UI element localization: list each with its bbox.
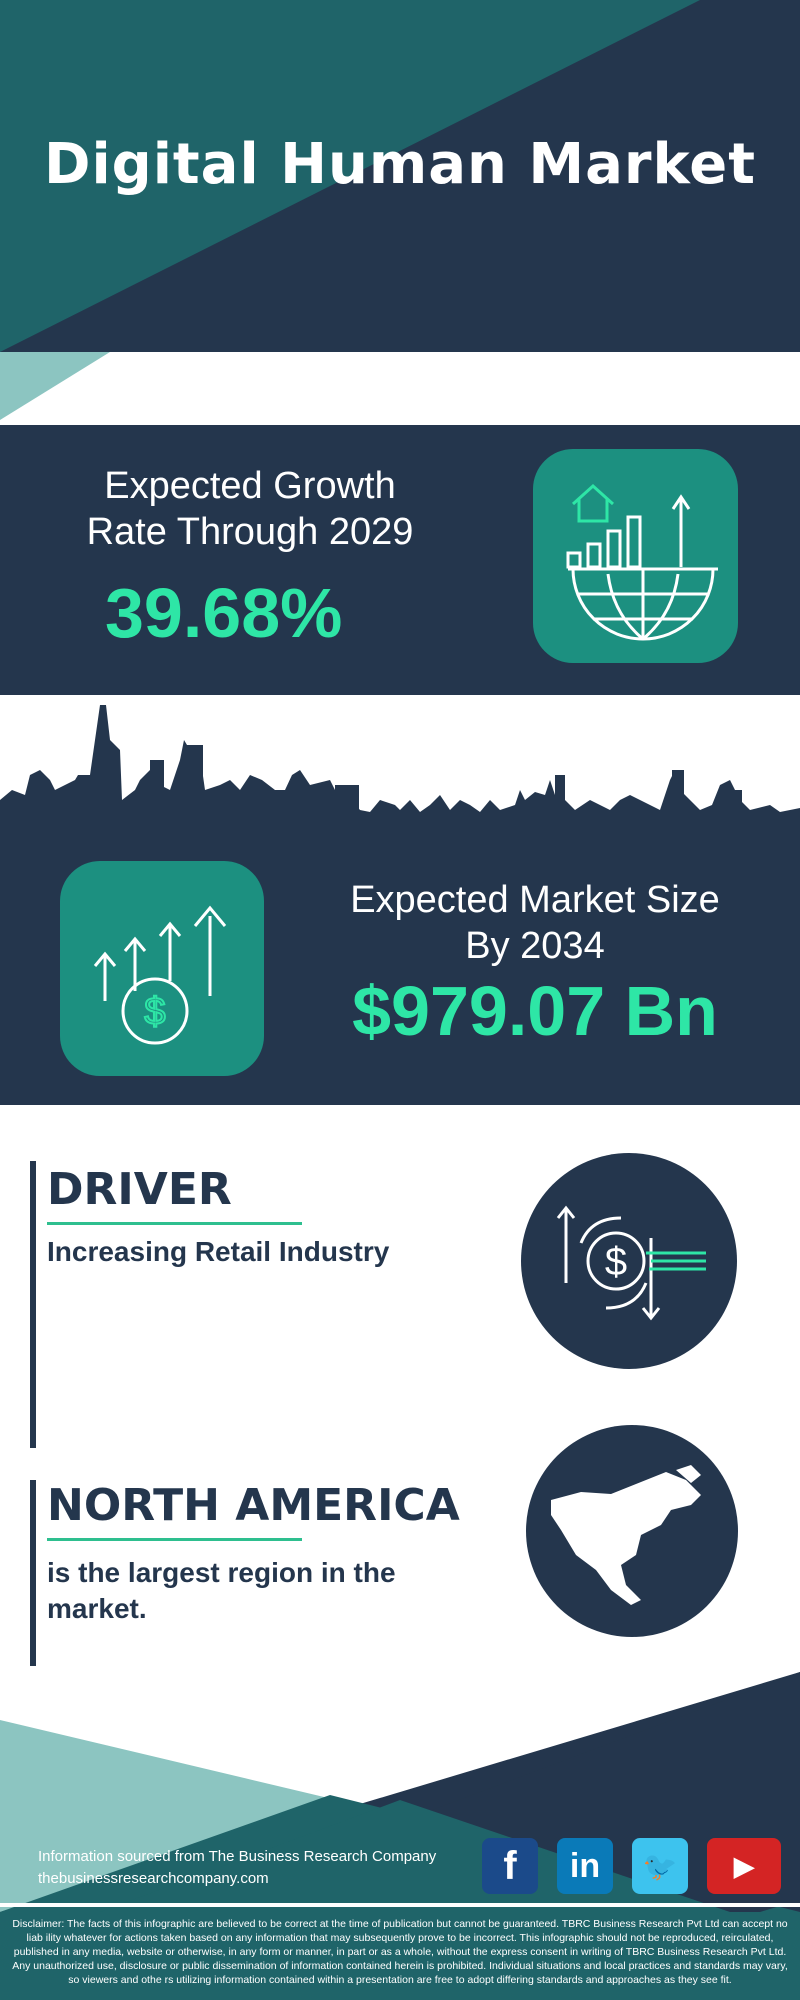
driver-bar: [30, 1161, 36, 1448]
footer-source: Information sourced from The Business Re…: [38, 1846, 436, 1890]
youtube-icon[interactable]: ▶: [707, 1838, 781, 1894]
svg-text:$: $: [605, 1240, 627, 1284]
region-text: is the largest region in the market.: [47, 1555, 396, 1627]
growth-label-line1: Expected Growth: [104, 465, 396, 507]
money-growth-arrows-icon: $: [60, 861, 264, 1076]
svg-text:$: $: [144, 991, 165, 1033]
north-america-map-icon: [526, 1425, 738, 1637]
twitter-icon[interactable]: 🐦: [632, 1838, 688, 1894]
city-skyline: [0, 705, 800, 850]
dollar-exchange-icon: $: [521, 1153, 737, 1369]
growth-label: Expected Growth Rate Through 2029: [40, 463, 460, 555]
market-label-line2: By 2034: [465, 925, 605, 967]
market-label: Expected Market Size By 2034: [290, 877, 780, 969]
source-text: Information sourced from The Business Re…: [38, 1848, 437, 1865]
facebook-icon[interactable]: f: [482, 1838, 538, 1894]
growth-label-line2: Rate Through 2029: [86, 511, 414, 553]
linkedin-icon[interactable]: in: [557, 1838, 613, 1894]
market-section: $ Expected Market Size By 2034 $979.07 B…: [0, 845, 800, 1105]
driver-heading: DRIVER: [47, 1164, 232, 1215]
disclaimer: Disclaimer: The facts of this infographi…: [0, 1912, 800, 2000]
region-underline: [47, 1538, 302, 1541]
driver-underline: [47, 1222, 302, 1225]
website-link[interactable]: thebusinessresearchcompany.com: [38, 1870, 269, 1887]
page-title: Digital Human Market: [43, 132, 757, 197]
market-value: $979.07 Bn: [352, 972, 718, 1050]
globe-growth-chart-icon: [533, 449, 738, 663]
growth-section: Expected Growth Rate Through 2029 39.68%: [0, 425, 800, 695]
market-label-line1: Expected Market Size: [350, 879, 720, 921]
growth-value: 39.68%: [105, 574, 343, 652]
region-text-line2: market.: [47, 1593, 147, 1624]
region-bar: [30, 1480, 36, 1666]
region-text-line1: is the largest region in the: [47, 1557, 396, 1588]
driver-text: Increasing Retail Industry: [47, 1236, 390, 1267]
region-heading: NORTH AMERICA: [47, 1480, 460, 1531]
social-links: f in 🐦 ▶: [482, 1838, 781, 1894]
